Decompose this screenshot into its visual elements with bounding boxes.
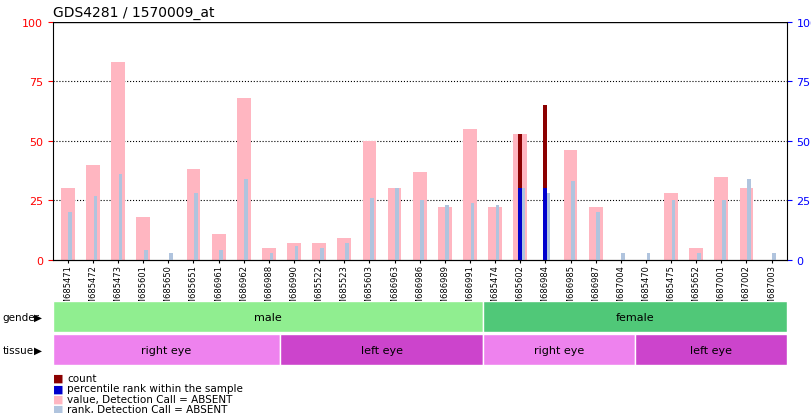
Bar bbox=[543, 106, 547, 260]
Bar bbox=[413, 172, 427, 260]
Bar bbox=[136, 217, 150, 260]
Bar bbox=[445, 206, 449, 260]
Bar bbox=[61, 189, 75, 260]
Bar bbox=[589, 208, 603, 260]
Bar bbox=[646, 253, 650, 260]
Bar bbox=[513, 134, 527, 260]
Text: ■: ■ bbox=[53, 394, 63, 404]
Bar bbox=[546, 194, 550, 260]
Text: right eye: right eye bbox=[534, 345, 584, 355]
Text: value, Detection Call = ABSENT: value, Detection Call = ABSENT bbox=[67, 394, 233, 404]
Bar bbox=[722, 201, 726, 260]
Bar bbox=[312, 244, 326, 260]
Bar bbox=[337, 239, 351, 260]
Bar bbox=[518, 134, 522, 260]
Bar bbox=[194, 194, 198, 260]
Bar bbox=[287, 244, 301, 260]
Bar bbox=[169, 253, 173, 260]
Bar bbox=[635, 335, 787, 366]
Bar bbox=[470, 203, 474, 260]
Bar bbox=[689, 248, 703, 260]
Bar bbox=[714, 177, 728, 260]
Text: ▶: ▶ bbox=[34, 312, 42, 322]
Bar bbox=[86, 165, 100, 260]
Bar bbox=[664, 194, 678, 260]
Bar bbox=[438, 208, 452, 260]
Bar bbox=[388, 189, 401, 260]
Bar bbox=[672, 201, 676, 260]
Bar bbox=[483, 335, 635, 366]
Bar bbox=[571, 182, 575, 260]
Bar bbox=[772, 253, 776, 260]
Bar bbox=[320, 248, 324, 260]
Bar bbox=[118, 175, 122, 260]
Text: count: count bbox=[67, 373, 97, 383]
Bar bbox=[420, 201, 424, 260]
Text: ■: ■ bbox=[53, 404, 63, 413]
Bar bbox=[363, 142, 376, 260]
Bar bbox=[747, 179, 751, 260]
Text: right eye: right eye bbox=[141, 345, 191, 355]
Bar bbox=[244, 179, 248, 260]
Bar bbox=[111, 63, 125, 260]
Bar bbox=[564, 151, 577, 260]
Text: left eye: left eye bbox=[689, 345, 732, 355]
Bar bbox=[187, 170, 200, 260]
Bar bbox=[345, 244, 349, 260]
Text: gender: gender bbox=[2, 312, 40, 322]
Bar bbox=[463, 130, 477, 260]
Bar bbox=[697, 253, 701, 260]
Bar bbox=[596, 213, 600, 260]
Bar bbox=[237, 99, 251, 260]
Bar bbox=[262, 248, 276, 260]
Text: tissue: tissue bbox=[2, 345, 33, 355]
Bar bbox=[395, 189, 399, 260]
Bar bbox=[53, 335, 281, 366]
Bar bbox=[621, 253, 625, 260]
Bar bbox=[294, 246, 298, 260]
Bar bbox=[740, 189, 753, 260]
Bar bbox=[269, 253, 273, 260]
Bar bbox=[281, 335, 483, 366]
Text: female: female bbox=[616, 312, 654, 322]
Bar bbox=[68, 213, 72, 260]
Text: male: male bbox=[254, 312, 281, 322]
Bar bbox=[521, 189, 525, 260]
Bar bbox=[53, 301, 483, 332]
Bar bbox=[483, 301, 787, 332]
Bar bbox=[488, 208, 502, 260]
Bar bbox=[543, 189, 547, 260]
Text: GDS4281 / 1570009_at: GDS4281 / 1570009_at bbox=[53, 6, 214, 20]
Text: ■: ■ bbox=[53, 373, 63, 383]
Text: left eye: left eye bbox=[361, 345, 403, 355]
Text: ■: ■ bbox=[53, 383, 63, 393]
Bar bbox=[518, 189, 522, 260]
Text: rank, Detection Call = ABSENT: rank, Detection Call = ABSENT bbox=[67, 404, 228, 413]
Bar bbox=[496, 206, 500, 260]
Bar bbox=[212, 234, 225, 260]
Bar bbox=[144, 251, 148, 260]
Bar bbox=[93, 196, 97, 260]
Text: percentile rank within the sample: percentile rank within the sample bbox=[67, 383, 243, 393]
Bar bbox=[370, 199, 374, 260]
Bar bbox=[219, 251, 223, 260]
Text: ▶: ▶ bbox=[34, 345, 42, 355]
